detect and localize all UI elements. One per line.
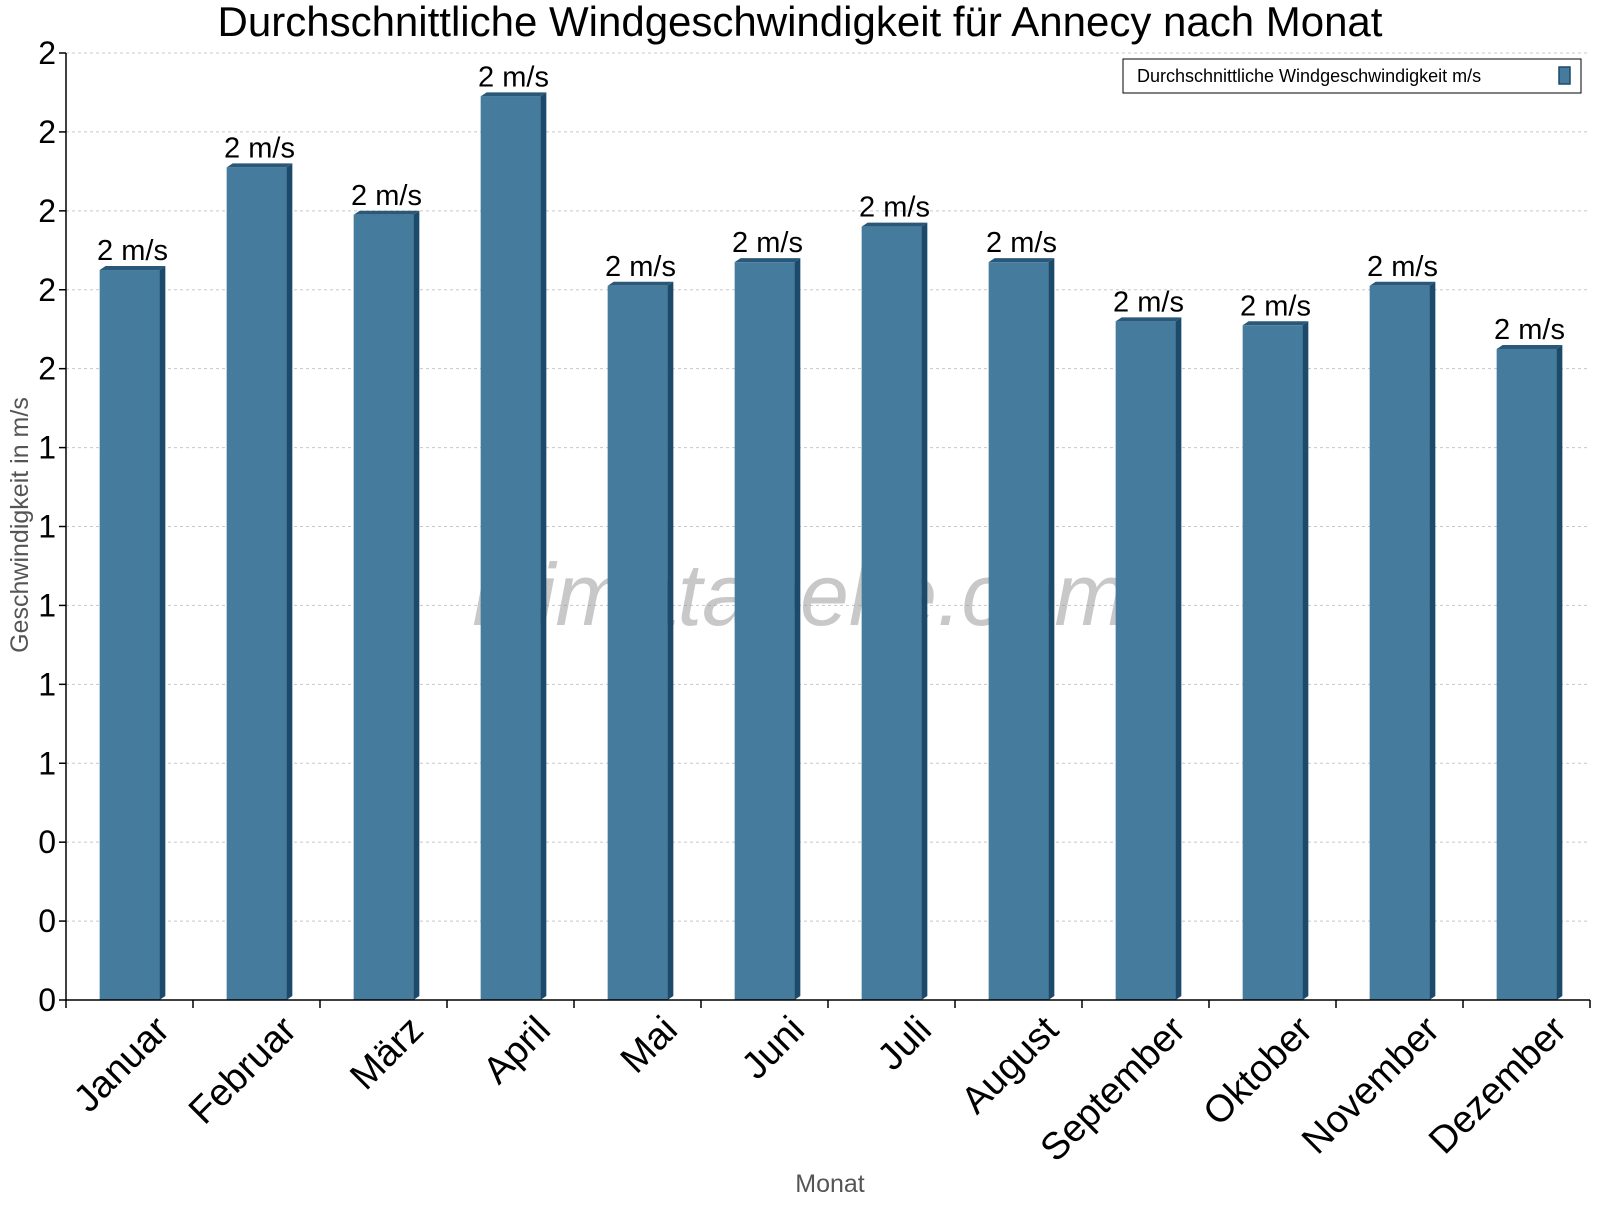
data-label: 2 m/s [732, 227, 803, 259]
bar-face [480, 96, 541, 1000]
x-tick-label: August [954, 1008, 1068, 1122]
data-label: 2 m/s [1367, 251, 1438, 283]
y-tick-label: 2 [38, 35, 56, 71]
data-label: 2 m/s [859, 192, 930, 224]
data-label: 2 m/s [1494, 314, 1565, 346]
bar-side [1048, 258, 1055, 1001]
bar-top [1115, 317, 1182, 322]
bar-face [861, 226, 922, 1000]
bar-top [734, 258, 801, 263]
x-tick-label: Januar [66, 1008, 178, 1120]
bar-top [1369, 281, 1436, 286]
bar-face [1242, 325, 1303, 1000]
y-tick-label: 1 [38, 666, 56, 702]
bar-side [1302, 321, 1309, 1000]
y-tick-label: 2 [38, 272, 56, 308]
legend-swatch [1558, 66, 1571, 85]
bar-face [734, 262, 795, 1001]
data-label: 2 m/s [97, 235, 168, 267]
x-tick-label: März [342, 1009, 431, 1098]
bar [988, 258, 1055, 1001]
y-tick-label: 2 [38, 193, 56, 229]
bar-side [1556, 344, 1563, 1000]
x-tick-label: Mai [613, 1009, 686, 1082]
bar [1115, 317, 1182, 1001]
legend-box [1122, 58, 1582, 94]
y-tick-label: 1 [38, 745, 56, 781]
bar-top [99, 266, 166, 271]
bar-side [667, 281, 674, 1000]
data-label: 2 m/s [478, 61, 549, 93]
data-label: 2 m/s [605, 251, 676, 283]
x-tick-label: Februar [181, 1008, 305, 1132]
x-tick-labels: Januar Februar März April Mai Juni Juli AugustS… [66, 1008, 1575, 1169]
axes [59, 52, 1591, 1008]
data-label: 2 m/s [1113, 286, 1184, 318]
data-label: 2 m/s [351, 180, 422, 212]
bar-top [988, 258, 1055, 263]
bar-side [921, 222, 928, 1000]
x-tick-label: Dezember [1421, 1008, 1575, 1162]
x-tick-label: Juli [870, 1009, 940, 1079]
bar-face [607, 285, 668, 1000]
x-tick-label: Juni [734, 1009, 813, 1088]
bar-top [1242, 321, 1309, 326]
bar-top [353, 210, 420, 215]
bar-side [413, 210, 420, 1000]
y-tick-label: 1 [38, 430, 56, 466]
legend: Durchschnittliche Windgeschwindigkeit m/… [1122, 58, 1582, 94]
y-axis-title: Geschwindigkeit in m/s [6, 397, 34, 653]
bar [734, 258, 801, 1001]
bar-top [607, 281, 674, 286]
bar [99, 266, 166, 1000]
bar [480, 92, 547, 1000]
y-tick-label: 0 [38, 982, 56, 1018]
data-label: 2 m/s [986, 227, 1057, 259]
data-label: 2 m/s [1240, 290, 1311, 322]
bar-side [794, 258, 801, 1001]
bar-top [226, 163, 293, 168]
bar-side [1429, 281, 1436, 1000]
x-axis-title: Monat [795, 1170, 865, 1198]
y-tick-label: 2 [38, 114, 56, 150]
y-tick-label: 1 [38, 509, 56, 545]
bar-top [1496, 344, 1563, 349]
legend-label: Durchschnittliche Windgeschwindigkeit m/… [1137, 66, 1481, 86]
y-tick-label: 2 [38, 351, 56, 387]
bar [1369, 281, 1436, 1000]
bar [226, 163, 293, 1000]
bar [861, 222, 928, 1000]
bars [99, 92, 1563, 1001]
bar [607, 281, 674, 1000]
bar-face [353, 214, 414, 1000]
y-tick-labels: 0 0 0 1 1 1 1 1 2 2 2 2 2 [38, 35, 56, 1018]
bar-face [1496, 348, 1557, 1000]
x-tick-label: April [475, 1009, 558, 1092]
bar-side [159, 266, 166, 1000]
bar [353, 210, 420, 1000]
bar [1496, 344, 1563, 1000]
bar-top [480, 92, 547, 97]
bar [1242, 321, 1309, 1000]
bar-side [540, 92, 547, 1000]
bar-side [286, 163, 293, 1000]
bar-side [1175, 317, 1182, 1001]
x-tick-label: November [1294, 1008, 1448, 1162]
bar-face [1115, 321, 1176, 1001]
bar-top [861, 222, 928, 227]
data-labels: 2 m/s 2 m/s 2 m/s 2 m/s 2 m/s 2 m/s 2 m/s 2 m/s… [97, 61, 1565, 346]
y-tick-label: 0 [38, 824, 56, 860]
chart-title: Durchschnittliche Windgeschwindigkeit fü… [218, 0, 1383, 45]
bar-face [226, 167, 287, 1000]
bar-face [988, 262, 1049, 1001]
bar-face [99, 270, 160, 1000]
grid-lines [66, 52, 1590, 922]
y-tick-label: 1 [38, 587, 56, 623]
data-label: 2 m/s [224, 132, 295, 164]
y-tick-label: 0 [38, 903, 56, 939]
bar-face [1369, 285, 1430, 1000]
x-tick-label: Oktober [1196, 1008, 1322, 1134]
